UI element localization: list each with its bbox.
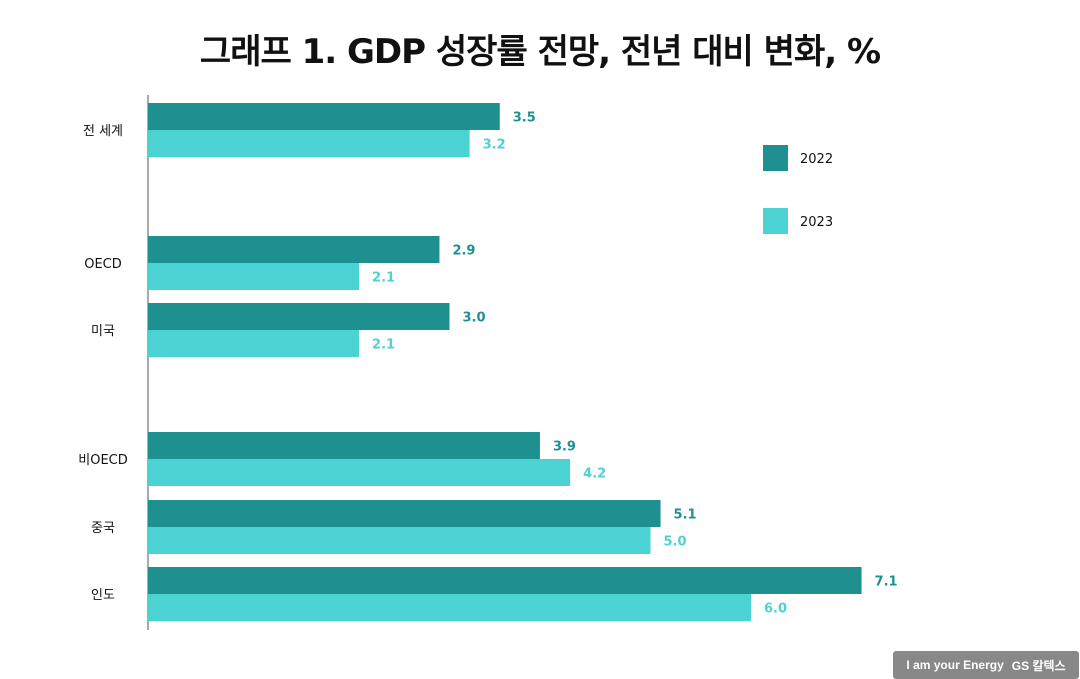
data-label: 7.1 [875,575,898,590]
bar-2023 [148,594,751,621]
legend-swatch-2023 [763,208,788,234]
chart-title: 그래프 1. GDP 성장률 전망, 전년 대비 변화, % [199,32,881,72]
category-label: OECD [84,257,122,272]
category-label: 미국 [91,324,115,339]
bar-2023 [148,130,470,157]
bar-2022 [148,432,540,459]
bar-2022 [148,500,661,527]
category-label: 전 세계 [83,124,123,139]
bar-2023 [148,263,360,290]
data-label: 2.1 [372,338,395,353]
data-label: 3.5 [513,111,536,126]
data-label: 3.0 [463,311,486,326]
category-label: 인도 [91,588,115,603]
bar-2022 [148,103,500,130]
category-label: 중국 [91,521,115,536]
data-label: 4.2 [583,467,606,482]
data-label: 3.2 [483,138,506,153]
bar-2022 [148,303,450,330]
brand-logo: I am your Energy GS 칼텍스 [893,651,1079,679]
bar-2023 [148,459,571,486]
data-label: 5.1 [674,508,697,523]
bar-2023 [148,527,651,554]
legend-label: 2023 [800,215,833,230]
slogan: I am your Energy [906,658,1004,672]
data-label: 6.0 [764,602,787,617]
data-label: 3.9 [553,440,576,455]
bar-2022 [148,236,440,263]
data-label: 2.1 [372,271,395,286]
legend-label: 2022 [800,152,833,167]
data-label: 2.9 [452,244,475,259]
brand-name: GS 칼텍스 [1011,658,1066,673]
bar-2023 [148,330,360,357]
category-label: 비OECD [78,453,128,468]
bar-2022 [148,567,862,594]
legend-swatch-2022 [763,145,788,171]
data-label: 5.0 [664,535,687,550]
